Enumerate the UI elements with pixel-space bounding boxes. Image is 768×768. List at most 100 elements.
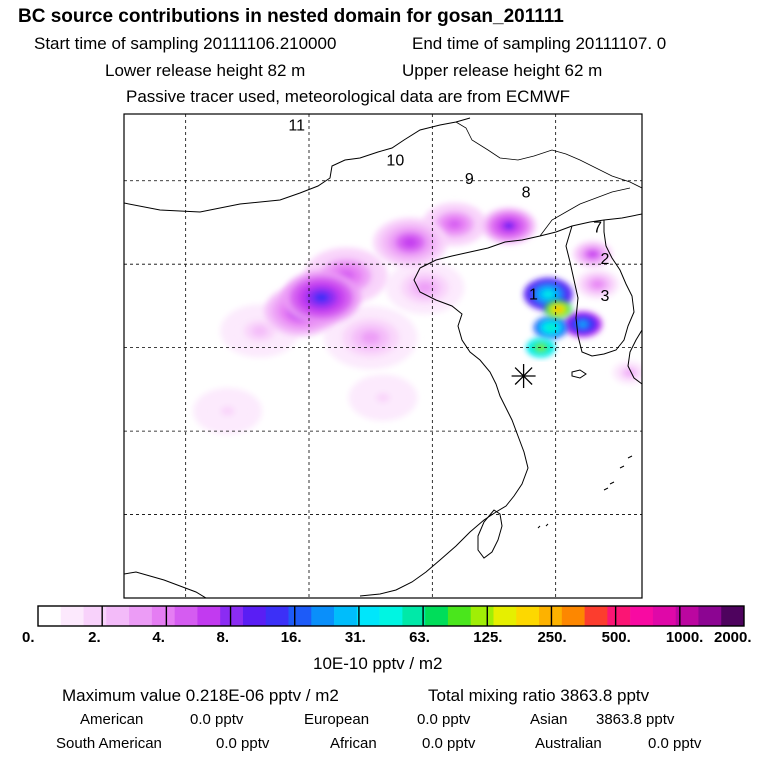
region-value-american: 0.0 pptv bbox=[190, 711, 244, 728]
region-name-african: African bbox=[330, 735, 377, 752]
colorbar-tick-label: 1000. bbox=[665, 629, 704, 646]
islands-ryukyu bbox=[537, 455, 633, 529]
colorbar-segment bbox=[265, 606, 289, 626]
colorbar-tick-label: 2000. bbox=[714, 629, 752, 646]
source-cell-14 bbox=[563, 310, 603, 338]
colorbar-tick-label: 2. bbox=[88, 629, 101, 646]
coastline-hainan-vietnam bbox=[124, 571, 207, 598]
colorbar-segment bbox=[516, 606, 540, 626]
region-name-asian: Asian bbox=[530, 711, 568, 728]
colorbar-segment bbox=[652, 606, 676, 626]
lower-release-label: Lower release height 82 m bbox=[105, 61, 306, 80]
colorbar-segment bbox=[561, 606, 585, 626]
plot-title: BC source contributions in nested domain… bbox=[18, 6, 564, 27]
end-time-label: End time of sampling 20111107. 0 bbox=[412, 34, 667, 53]
region-value-african: 0.0 pptv bbox=[422, 735, 476, 752]
colorbar-tick-label: 4. bbox=[152, 629, 165, 646]
colorbar-segment bbox=[721, 606, 745, 626]
source-cell-ring bbox=[313, 292, 330, 303]
colorbar-tick-label: 0. bbox=[22, 629, 35, 646]
trajectory-label-11: 11 bbox=[288, 118, 305, 135]
colorbar-segment bbox=[425, 606, 449, 626]
source-cell-10 bbox=[572, 240, 613, 268]
source-cell-6 bbox=[575, 269, 620, 300]
source-cell-3 bbox=[385, 260, 465, 315]
source-cell-ring bbox=[578, 321, 587, 327]
colorbar-segment bbox=[607, 606, 631, 626]
colorbar-tick-label: 500. bbox=[601, 629, 631, 646]
station-star-stroke bbox=[514, 367, 533, 385]
colorbar-segment bbox=[311, 606, 335, 626]
colorbar-segment bbox=[242, 606, 267, 626]
source-cell-ring bbox=[555, 307, 561, 312]
map-frame bbox=[123, 113, 643, 599]
source-cell-ring bbox=[402, 237, 418, 248]
colorbar-segment bbox=[630, 606, 654, 626]
trajectory-label-3: 3 bbox=[601, 288, 610, 305]
colorbar-frame bbox=[37, 605, 745, 627]
trajectory-label-2: 2 bbox=[601, 251, 610, 268]
source-cell-12 bbox=[481, 207, 536, 245]
colorbar-segment bbox=[584, 606, 608, 626]
colorbar-segment bbox=[151, 606, 175, 626]
trajectory-label-7: 7 bbox=[593, 219, 602, 236]
region-name-european: European bbox=[304, 711, 370, 728]
coastline-japan-west bbox=[627, 329, 642, 385]
region-value-south-american: 0.0 pptv bbox=[216, 735, 270, 752]
source-cell-4 bbox=[323, 305, 418, 370]
source-cell-ring bbox=[220, 406, 235, 416]
source-cell-18 bbox=[544, 300, 572, 319]
trajectory-label-10: 10 bbox=[386, 153, 404, 170]
colorbar-segment bbox=[129, 606, 153, 626]
source-cell-ring bbox=[376, 393, 390, 403]
region-name-american: American bbox=[80, 711, 144, 728]
border-inland bbox=[455, 121, 642, 189]
colorbar-tick-label: 125. bbox=[473, 629, 503, 646]
tracer-note: Passive tracer used, meteorological data… bbox=[126, 87, 571, 106]
source-cell-13 bbox=[281, 270, 361, 325]
colorbar-segment bbox=[379, 606, 403, 626]
source-cell-ring bbox=[251, 325, 268, 337]
colorbar bbox=[37, 605, 745, 627]
colorbar-segment bbox=[38, 606, 62, 626]
colorbar-tick-label: 8. bbox=[216, 629, 230, 646]
station-marker bbox=[511, 364, 536, 389]
coastline-taiwan bbox=[477, 509, 503, 559]
colorbar-segment bbox=[447, 606, 472, 626]
colorbar-segment bbox=[106, 606, 130, 626]
colorbar-segment bbox=[402, 606, 426, 626]
coastline-bohai-korea bbox=[419, 213, 642, 269]
colorbar-tick-label: 16. bbox=[280, 629, 302, 646]
island-jeju bbox=[571, 369, 587, 379]
colorbar-tick-label: 31. bbox=[344, 629, 366, 646]
coastline bbox=[124, 117, 642, 598]
source-cell-ring bbox=[361, 331, 381, 344]
trajectory-label-8: 8 bbox=[522, 184, 531, 201]
region-name-south-american: South American bbox=[56, 735, 162, 752]
source-cell-ring bbox=[448, 219, 461, 229]
heatmap-layer bbox=[193, 202, 642, 435]
source-cell-ring bbox=[503, 222, 515, 230]
total-mixing-ratio-label: Total mixing ratio 3863.8 pptv bbox=[428, 686, 650, 705]
colorbar-segment bbox=[83, 606, 107, 626]
upper-release-label: Upper release height 62 m bbox=[402, 61, 603, 80]
colorbar-segment bbox=[220, 606, 244, 626]
region-name-australian: Australian bbox=[535, 735, 602, 752]
colorbar-tick-label: 250. bbox=[537, 629, 567, 646]
lat-lon-grid bbox=[124, 114, 642, 598]
coastline-korea-peninsula bbox=[565, 220, 635, 357]
colorbar-units-label: 10E-10 pptv / m2 bbox=[313, 654, 443, 673]
source-cell-16 bbox=[533, 315, 568, 340]
trajectory-label-9: 9 bbox=[465, 171, 474, 188]
colorbar-segment bbox=[288, 606, 312, 626]
colorbar-segment bbox=[675, 606, 699, 626]
coastline-china-north bbox=[124, 117, 471, 213]
source-cell-ring bbox=[543, 290, 554, 298]
border-korea-china bbox=[539, 187, 631, 237]
trajectory-label-1: 1 bbox=[529, 286, 538, 303]
colorbar-segment bbox=[493, 606, 517, 626]
source-cell-5 bbox=[612, 361, 642, 385]
trajectory-labels: 11 10 9 8 7 2 3 1 bbox=[288, 118, 609, 305]
colorbar-segment bbox=[60, 606, 84, 626]
